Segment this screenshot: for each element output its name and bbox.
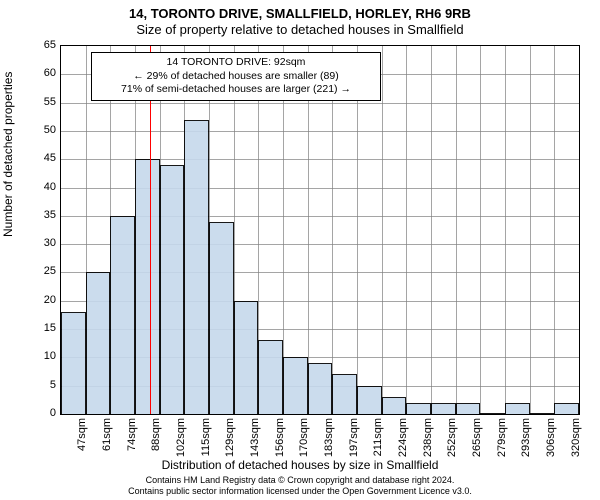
- x-tick-label: 211sqm: [372, 418, 384, 456]
- y-tick-label: 45: [26, 152, 56, 164]
- histogram-bar: [184, 120, 209, 414]
- annotation-line2: ← 29% of detached houses are smaller (89…: [98, 70, 374, 84]
- footer-line1: Contains HM Land Registry data © Crown c…: [0, 475, 600, 486]
- annotation-line1: 14 TORONTO DRIVE: 92sqm: [98, 56, 374, 70]
- x-tick-label: 320sqm: [570, 418, 582, 457]
- annotation-box: 14 TORONTO DRIVE: 92sqm ← 29% of detache…: [91, 52, 381, 101]
- histogram-bar: [283, 357, 308, 414]
- histogram-bar: [160, 165, 185, 414]
- footer-line2: Contains public sector information licen…: [0, 486, 600, 497]
- histogram-bar: [382, 397, 407, 414]
- histogram-bar: [258, 340, 283, 414]
- y-tick-label: 10: [26, 350, 56, 362]
- x-tick-label: 129sqm: [224, 418, 236, 457]
- histogram-bar: [209, 222, 234, 414]
- grid-line-v: [431, 46, 432, 414]
- y-tick-label: 30: [26, 237, 56, 249]
- x-tick-label: 224sqm: [397, 418, 409, 457]
- x-tick-label: 238sqm: [422, 418, 434, 457]
- histogram-bar: [431, 403, 456, 414]
- histogram-bar: [530, 413, 555, 414]
- x-tick-label: 306sqm: [545, 418, 557, 457]
- grid-line-h: [61, 131, 579, 132]
- y-tick-label: 35: [26, 209, 56, 221]
- histogram-bar: [110, 216, 135, 414]
- x-tick-label: 74sqm: [126, 418, 138, 451]
- histogram-bar: [234, 301, 259, 414]
- histogram-bar: [86, 272, 111, 414]
- grid-line-v: [530, 46, 531, 414]
- histogram-bar: [357, 386, 382, 414]
- annotation-line3: 71% of semi-detached houses are larger (…: [98, 83, 374, 97]
- x-axis-label: Distribution of detached houses by size …: [0, 458, 600, 472]
- grid-line-v: [456, 46, 457, 414]
- y-tick-label: 40: [26, 181, 56, 193]
- grid-line-v: [357, 46, 358, 414]
- x-tick-label: 102sqm: [175, 418, 187, 457]
- histogram-bar: [480, 413, 505, 414]
- histogram-bar: [406, 403, 431, 414]
- x-tick-label: 197sqm: [348, 418, 360, 457]
- marker-line: [150, 46, 151, 414]
- x-tick-label: 143sqm: [249, 418, 261, 457]
- x-tick-label: 47sqm: [76, 418, 88, 451]
- histogram-bar: [456, 403, 481, 414]
- y-tick-label: 65: [26, 39, 56, 51]
- grid-line-v: [406, 46, 407, 414]
- footer: Contains HM Land Registry data © Crown c…: [0, 475, 600, 497]
- x-tick-label: 156sqm: [274, 418, 286, 457]
- chart-title-main: 14, TORONTO DRIVE, SMALLFIELD, HORLEY, R…: [0, 6, 600, 21]
- grid-line-v: [480, 46, 481, 414]
- histogram-bar: [308, 363, 333, 414]
- x-tick-label: 183sqm: [323, 418, 335, 457]
- x-tick-label: 170sqm: [298, 418, 310, 457]
- y-tick-label: 50: [26, 124, 56, 136]
- histogram-bar: [505, 403, 530, 414]
- histogram-bar: [554, 403, 579, 414]
- y-tick-label: 20: [26, 294, 56, 306]
- histogram-bar: [135, 159, 160, 414]
- histogram-bar: [332, 374, 357, 414]
- grid-line-v: [505, 46, 506, 414]
- chart-container: 14, TORONTO DRIVE, SMALLFIELD, HORLEY, R…: [0, 0, 600, 500]
- x-tick-label: 252sqm: [446, 418, 458, 457]
- histogram-bar: [61, 312, 86, 414]
- x-tick-label: 265sqm: [471, 418, 483, 457]
- x-tick-label: 279sqm: [496, 418, 508, 457]
- y-tick-label: 60: [26, 67, 56, 79]
- grid-line-v: [308, 46, 309, 414]
- y-tick-label: 25: [26, 265, 56, 277]
- x-tick-label: 61sqm: [101, 418, 113, 451]
- grid-line-h: [61, 103, 579, 104]
- y-axis-label: Number of detached properties: [1, 72, 15, 237]
- grid-line-v: [382, 46, 383, 414]
- plot-area: 14 TORONTO DRIVE: 92sqm ← 29% of detache…: [60, 45, 580, 415]
- y-tick-label: 5: [26, 379, 56, 391]
- grid-line-v: [554, 46, 555, 414]
- chart-title-sub: Size of property relative to detached ho…: [0, 22, 600, 37]
- x-tick-label: 115sqm: [200, 418, 212, 456]
- y-tick-label: 0: [26, 407, 56, 419]
- x-tick-label: 88sqm: [150, 418, 162, 451]
- grid-line-v: [332, 46, 333, 414]
- y-tick-label: 15: [26, 322, 56, 334]
- x-tick-label: 293sqm: [520, 418, 532, 457]
- y-tick-label: 55: [26, 96, 56, 108]
